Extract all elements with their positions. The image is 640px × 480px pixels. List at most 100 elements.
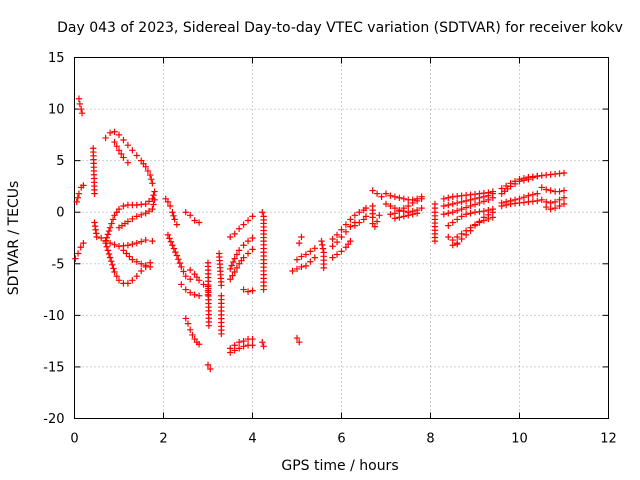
data-point [298, 253, 305, 260]
data-point [133, 258, 140, 265]
data-point [80, 182, 87, 189]
data-point [187, 276, 194, 283]
data-point [103, 234, 110, 241]
data-point [560, 194, 568, 201]
y-tick-label: -20 [43, 412, 64, 427]
data-point [338, 248, 345, 255]
data-point [195, 292, 203, 299]
data-point [74, 250, 82, 257]
data-point [454, 207, 461, 214]
data-point [382, 200, 390, 208]
data-point [298, 233, 305, 241]
data-point [458, 213, 465, 220]
data-point [547, 199, 554, 207]
data-point [75, 95, 83, 102]
data-point [405, 202, 412, 210]
data-point [204, 361, 212, 369]
data-point [142, 163, 149, 171]
data-point [172, 248, 179, 256]
data-point [329, 235, 336, 243]
axis-ticks: 0 2 4 6 8 10 12 15 10 5 0 -5 -10 -15 -20 [43, 51, 617, 447]
data-point [471, 221, 479, 228]
data-point [445, 194, 452, 201]
data-point [259, 338, 266, 346]
data-point [106, 254, 114, 261]
data-point [187, 266, 194, 274]
data-point [126, 253, 133, 260]
data-point [111, 128, 118, 135]
data-point [458, 198, 465, 206]
x-tick-label: 10 [511, 432, 528, 447]
data-point [191, 217, 198, 224]
data-point [387, 202, 394, 210]
data-point [400, 213, 407, 220]
data-point [133, 152, 140, 159]
data-marks [72, 95, 568, 373]
data-point [485, 196, 492, 204]
data-point [387, 211, 394, 218]
data-point [182, 272, 189, 280]
data-point [462, 227, 470, 234]
data-point [235, 247, 243, 254]
data-point [362, 204, 370, 212]
data-point [103, 243, 110, 250]
data-point [113, 143, 120, 150]
data-point [124, 280, 132, 287]
data-point [249, 246, 256, 253]
data-point [302, 262, 310, 270]
data-point [138, 211, 145, 218]
data-point [445, 233, 452, 241]
data-point [560, 187, 568, 194]
data-point [227, 265, 234, 273]
data-point [382, 190, 390, 197]
x-tick-label: 2 [159, 432, 167, 447]
data-point [369, 202, 376, 210]
data-point [373, 190, 381, 197]
data-point [176, 259, 184, 267]
data-point [80, 239, 87, 247]
data-point [240, 343, 247, 350]
data-point [302, 251, 310, 258]
data-point [440, 202, 448, 210]
data-point [145, 207, 153, 215]
data-point [110, 265, 117, 272]
data-point [476, 219, 483, 226]
data-point [115, 205, 123, 213]
data-point [449, 209, 456, 216]
data-point [120, 136, 127, 144]
data-point [77, 244, 84, 251]
data-point [187, 212, 194, 219]
data-point [471, 201, 479, 208]
data-point [440, 195, 448, 203]
data-point [150, 191, 157, 199]
data-point [454, 233, 461, 241]
data-point [547, 187, 554, 194]
data-point [170, 245, 178, 252]
data-point [529, 191, 537, 198]
chart-title: Day 043 of 2023, Sidereal Day-to-day VTE… [57, 20, 623, 36]
data-point [471, 195, 479, 203]
data-point [351, 212, 359, 219]
data-point [227, 349, 234, 356]
data-point [307, 258, 314, 265]
data-point [449, 219, 456, 226]
data-point [329, 254, 336, 261]
data-point [373, 218, 381, 225]
data-point [175, 256, 182, 263]
data-point [387, 192, 394, 199]
data-point [307, 248, 314, 255]
y-tick-label: 15 [48, 51, 65, 66]
grid [74, 57, 609, 419]
data-point [445, 210, 452, 217]
data-point [106, 224, 114, 231]
data-point [293, 256, 301, 263]
data-point [109, 261, 116, 269]
data-point [485, 215, 492, 223]
data-point [115, 277, 123, 284]
data-point [449, 200, 456, 208]
data-point [105, 250, 113, 258]
data-point [525, 192, 532, 199]
data-point [166, 235, 173, 242]
data-point [74, 194, 82, 201]
